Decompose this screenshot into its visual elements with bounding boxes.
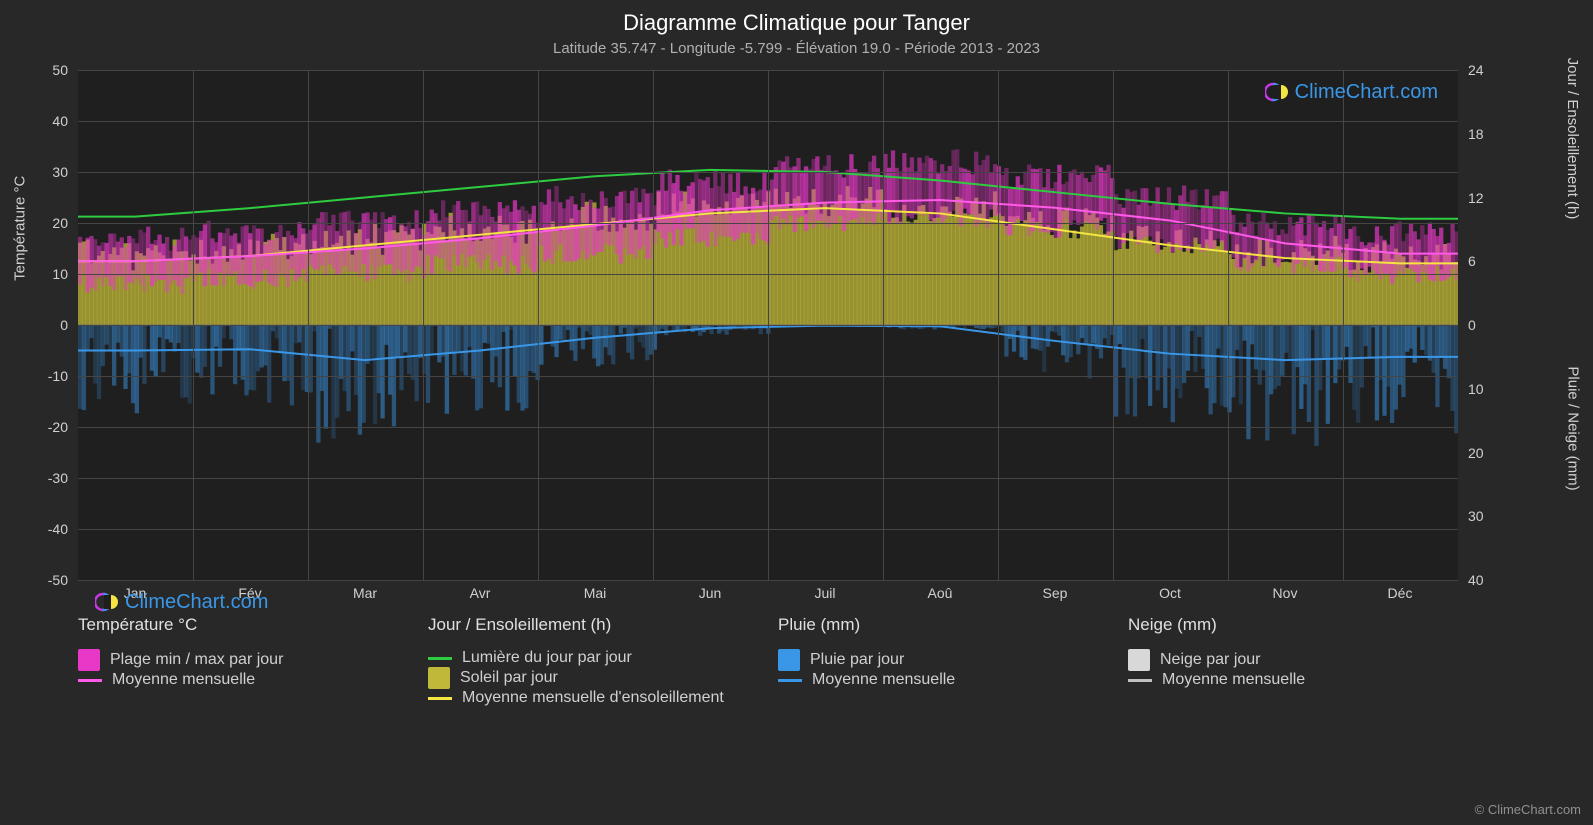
grid-v xyxy=(1113,70,1114,580)
legend-item: Soleil par jour xyxy=(428,667,778,689)
legend-header: Neige (mm) xyxy=(1128,615,1478,635)
grid-h xyxy=(78,580,1458,581)
grid-v xyxy=(1228,70,1229,580)
y-left-axis-title: Température °C xyxy=(12,176,29,281)
grid-v xyxy=(308,70,309,580)
chart-title: Diagramme Climatique pour Tanger xyxy=(0,0,1593,36)
legend-item: Pluie par jour xyxy=(778,649,1128,671)
legend-label: Soleil par jour xyxy=(460,669,558,687)
legend-header: Température °C xyxy=(78,615,428,635)
y-left-tick: 40 xyxy=(28,113,68,129)
legend-item: Moyenne mensuelle d'ensoleillement xyxy=(428,689,778,707)
x-tick: Sep xyxy=(1025,585,1085,601)
copyright: © ClimeChart.com xyxy=(1475,802,1581,817)
legend-swatch xyxy=(78,649,100,671)
legend-col-sun: Jour / Ensoleillement (h) Lumière du jou… xyxy=(428,615,778,707)
x-tick: Aoû xyxy=(910,585,970,601)
y-right-tick: 18 xyxy=(1468,126,1498,142)
legend-swatch xyxy=(1128,679,1152,682)
x-tick: Oct xyxy=(1140,585,1200,601)
legend-label: Lumière du jour par jour xyxy=(462,649,632,667)
legend: Température °C Plage min / max par jour M… xyxy=(78,615,1478,707)
y-left-tick: -20 xyxy=(28,419,68,435)
chart-subtitle: Latitude 35.747 - Longitude -5.799 - Élé… xyxy=(0,36,1593,57)
legend-item: Lumière du jour par jour xyxy=(428,649,778,667)
x-tick: Mar xyxy=(335,585,395,601)
legend-swatch xyxy=(78,679,102,682)
legend-swatch xyxy=(1128,649,1150,671)
legend-swatch xyxy=(428,657,452,660)
y-left-tick: 10 xyxy=(28,266,68,282)
y-right-bot-axis-title: Pluie / Neige (mm) xyxy=(1565,366,1582,490)
legend-item: Neige par jour xyxy=(1128,649,1478,671)
y-right-tick: 0 xyxy=(1468,317,1498,333)
y-right-tick: 20 xyxy=(1468,445,1498,461)
legend-label: Moyenne mensuelle d'ensoleillement xyxy=(462,689,724,707)
legend-header: Jour / Ensoleillement (h) xyxy=(428,615,778,635)
legend-label: Moyenne mensuelle xyxy=(112,671,255,689)
legend-label: Moyenne mensuelle xyxy=(812,671,955,689)
y-right-tick: 24 xyxy=(1468,62,1498,78)
grid-v xyxy=(653,70,654,580)
x-tick: Déc xyxy=(1370,585,1430,601)
y-right-tick: 10 xyxy=(1468,381,1498,397)
y-right-top-axis-title: Jour / Ensoleillement (h) xyxy=(1565,58,1582,220)
legend-label: Pluie par jour xyxy=(810,651,904,669)
x-tick: Mai xyxy=(565,585,625,601)
legend-label: Moyenne mensuelle xyxy=(1162,671,1305,689)
grid-v xyxy=(768,70,769,580)
legend-swatch xyxy=(778,679,802,682)
legend-label: Neige par jour xyxy=(1160,651,1261,669)
legend-col-temp: Température °C Plage min / max par jour M… xyxy=(78,615,428,707)
y-left-tick: -40 xyxy=(28,521,68,537)
y-left-tick: -10 xyxy=(28,368,68,384)
y-right-tick: 40 xyxy=(1468,572,1498,588)
legend-swatch xyxy=(778,649,800,671)
y-left-tick: 50 xyxy=(28,62,68,78)
legend-item: Plage min / max par jour xyxy=(78,649,428,671)
y-right-tick: 30 xyxy=(1468,508,1498,524)
x-tick: Nov xyxy=(1255,585,1315,601)
x-tick: Fév xyxy=(220,585,280,601)
y-left-tick: 0 xyxy=(28,317,68,333)
y-right-tick: 12 xyxy=(1468,190,1498,206)
y-left-tick: -30 xyxy=(28,470,68,486)
y-left-tick: -50 xyxy=(28,572,68,588)
y-right-tick: 6 xyxy=(1468,253,1498,269)
legend-swatch xyxy=(428,667,450,689)
grid-v xyxy=(883,70,884,580)
y-left-tick: 30 xyxy=(28,164,68,180)
legend-item: Moyenne mensuelle xyxy=(78,671,428,689)
chart-area: -50-40-30-20-100102030405006121824102030… xyxy=(78,70,1458,580)
grid-v xyxy=(1343,70,1344,580)
legend-item: Moyenne mensuelle xyxy=(1128,671,1478,689)
legend-col-snow: Neige (mm) Neige par jour Moyenne mensuel… xyxy=(1128,615,1478,707)
x-tick: Juil xyxy=(795,585,855,601)
x-tick: Jun xyxy=(680,585,740,601)
grid-v xyxy=(423,70,424,580)
legend-swatch xyxy=(428,697,452,700)
grid-v xyxy=(998,70,999,580)
legend-label: Plage min / max par jour xyxy=(110,651,283,669)
x-tick: Avr xyxy=(450,585,510,601)
y-left-tick: 20 xyxy=(28,215,68,231)
legend-item: Moyenne mensuelle xyxy=(778,671,1128,689)
legend-header: Pluie (mm) xyxy=(778,615,1128,635)
legend-col-rain: Pluie (mm) Pluie par jour Moyenne mensuel… xyxy=(778,615,1128,707)
grid-v xyxy=(538,70,539,580)
x-tick: Jan xyxy=(105,585,165,601)
grid-v xyxy=(193,70,194,580)
